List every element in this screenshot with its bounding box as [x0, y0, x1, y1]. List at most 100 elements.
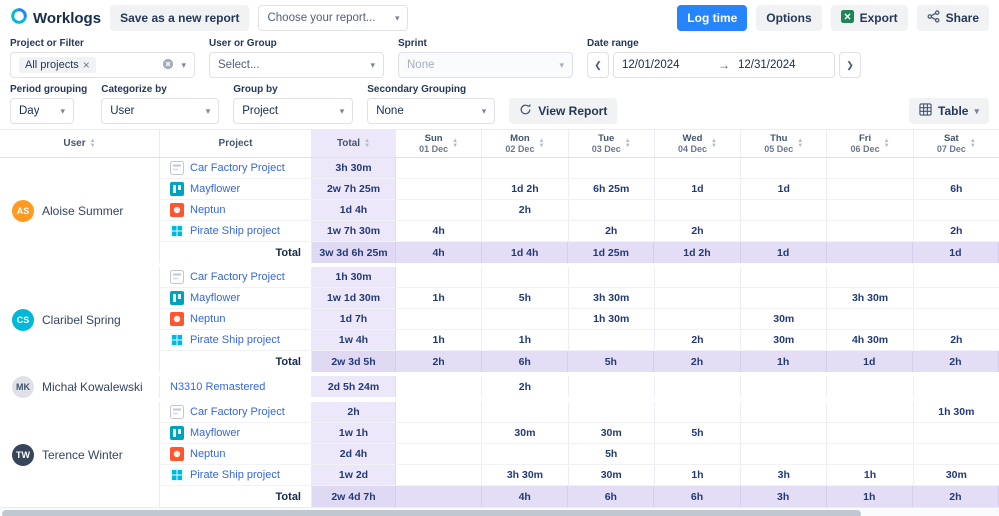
day-cell[interactable]: 1h [396, 288, 483, 308]
day-cell[interactable]: 2h [655, 330, 742, 350]
day-cell[interactable]: 1d 2h [482, 179, 569, 199]
project-filter-select[interactable]: All projects × ▾ [10, 52, 195, 78]
worklogs-logo[interactable]: Worklogs [10, 7, 101, 29]
report-select[interactable]: Choose your report... ▾ [258, 5, 409, 31]
header-day-sat[interactable]: Sat 07 Dec ▲ ▼ [914, 130, 999, 157]
categorize-by-select[interactable]: User ▾ [101, 98, 220, 124]
day-cell [482, 158, 569, 178]
view-report-button[interactable]: View Report [509, 98, 618, 124]
project-link[interactable]: Mayflower [190, 427, 241, 439]
day-cell[interactable]: 3h 30m [827, 288, 914, 308]
day-cell[interactable]: 30m [569, 465, 655, 485]
day-cell[interactable]: 1d [741, 179, 828, 199]
header-day-tue[interactable]: Tue 03 Dec ▲ ▼ [569, 130, 655, 157]
header-project[interactable]: Project [160, 130, 312, 157]
date-from-input[interactable] [622, 59, 710, 71]
user-group-select[interactable]: Select... ▾ [209, 52, 384, 78]
date-to-input[interactable] [738, 59, 826, 71]
project-link[interactable]: Car Factory Project [190, 406, 285, 418]
day-total-cell: 1h [740, 351, 827, 372]
project-cell: Neptun [160, 309, 312, 329]
day-cell[interactable]: 6h [950, 183, 963, 195]
day-cell[interactable]: 1h [655, 465, 742, 485]
day-cell [569, 376, 655, 397]
day-cell [914, 267, 999, 287]
header-day-thu[interactable]: Thu 05 Dec ▲ ▼ [741, 130, 828, 157]
project-link[interactable]: N3310 Remastered [170, 380, 266, 393]
day-cell[interactable]: 2h [482, 376, 569, 397]
secondary-grouping-select[interactable]: None ▾ [367, 98, 496, 124]
header-day-mon[interactable]: Mon 02 Dec ▲ ▼ [482, 130, 569, 157]
day-cell[interactable]: 1d [655, 179, 742, 199]
save-report-button[interactable]: Save as a new report [110, 5, 250, 31]
scrollbar-thumb[interactable] [2, 510, 862, 516]
date-prev-button[interactable]: ❮ [587, 52, 609, 78]
user-name: Claribel Spring [42, 312, 121, 327]
header-day-fri[interactable]: Fri 06 Dec ▲ ▼ [827, 130, 914, 157]
secondary-grouping-label: Secondary Grouping [367, 84, 467, 95]
day-cell [827, 221, 914, 241]
log-time-button[interactable]: Log time [677, 5, 748, 31]
chip-remove-icon[interactable]: × [82, 58, 90, 72]
share-button[interactable]: Share [916, 5, 989, 31]
header-total[interactable]: Total ▲ ▼ [312, 130, 396, 157]
day-cell[interactable]: 30m [741, 330, 828, 350]
clear-icon[interactable] [162, 58, 174, 73]
project-cell: Mayflower [160, 423, 312, 443]
day-cell[interactable]: 1h 30m [938, 406, 975, 418]
day-cell[interactable]: 5h [569, 444, 655, 464]
period-grouping-select[interactable]: Day ▾ [10, 98, 74, 124]
day-cell[interactable]: 6h 25m [569, 179, 655, 199]
project-link[interactable]: Mayflower [190, 292, 241, 304]
header-user[interactable]: User ▲ ▼ [0, 130, 160, 157]
day-cell[interactable]: 1h [827, 465, 914, 485]
day-cell[interactable]: 30m [945, 469, 967, 481]
project-link[interactable]: Neptun [190, 313, 226, 325]
day-cell[interactable]: 5h [482, 288, 569, 308]
day-cell [655, 267, 742, 287]
table-view-toggle[interactable]: Table ▾ [909, 98, 989, 124]
project-link[interactable]: Pirate Ship project [190, 469, 280, 481]
project-link[interactable]: Mayflower [190, 183, 241, 195]
project-link[interactable]: Pirate Ship project [190, 225, 280, 237]
day-cell [914, 423, 999, 443]
sprint-select[interactable]: None ▾ [398, 52, 573, 78]
day-total-cell: 1d 25m [568, 242, 655, 263]
day-cell[interactable]: 2h [569, 221, 655, 241]
date-next-button[interactable]: ❯ [839, 52, 861, 78]
all-projects-chip[interactable]: All projects × [19, 57, 96, 73]
day-cell[interactable]: 2h [950, 225, 963, 237]
chevron-down-icon[interactable]: ▾ [181, 59, 186, 70]
header-day-sun[interactable]: Sun 01 Dec ▲ ▼ [396, 130, 483, 157]
project-link[interactable]: Car Factory Project [190, 271, 285, 283]
day-cell[interactable]: 5h [655, 423, 742, 443]
project-link[interactable]: Pirate Ship project [190, 334, 280, 346]
project-link[interactable]: Neptun [190, 448, 226, 460]
day-cell[interactable]: 2h [482, 200, 569, 220]
project-filter-label: Project or Filter [10, 38, 84, 49]
project-link[interactable]: Car Factory Project [190, 162, 285, 174]
options-button[interactable]: Options [756, 5, 822, 31]
group-by-select[interactable]: Project ▾ [233, 98, 354, 124]
day-cell[interactable]: 3h 30m [482, 465, 569, 485]
day-cell[interactable]: 3h 30m [569, 288, 655, 308]
day-cell[interactable]: 1h [482, 330, 569, 350]
day-cell[interactable]: 30m [741, 309, 828, 329]
user-group: TW Terence Winter Car Factory Project 2h 1h … [0, 402, 999, 507]
group-total-cell: 2w 3d 5h [312, 351, 396, 372]
day-cell[interactable]: 30m [482, 423, 569, 443]
day-cell[interactable]: 4h 30m [827, 330, 914, 350]
project-link[interactable]: Neptun [190, 204, 226, 216]
day-cell[interactable]: 30m [569, 423, 655, 443]
user-name: Michał Kowalewski [42, 380, 143, 394]
day-cell[interactable]: 2h [950, 334, 963, 346]
header-day-wed[interactable]: Wed 04 Dec ▲ ▼ [655, 130, 742, 157]
day-cell[interactable]: 1h [396, 330, 483, 350]
day-cell[interactable]: 3h [741, 465, 828, 485]
day-cell [827, 158, 914, 178]
day-cell[interactable]: 4h [396, 221, 483, 241]
export-button[interactable]: Export [830, 5, 908, 31]
horizontal-scrollbar[interactable] [0, 507, 999, 516]
day-cell[interactable]: 1h 30m [569, 309, 655, 329]
day-cell[interactable]: 2h [655, 221, 742, 241]
